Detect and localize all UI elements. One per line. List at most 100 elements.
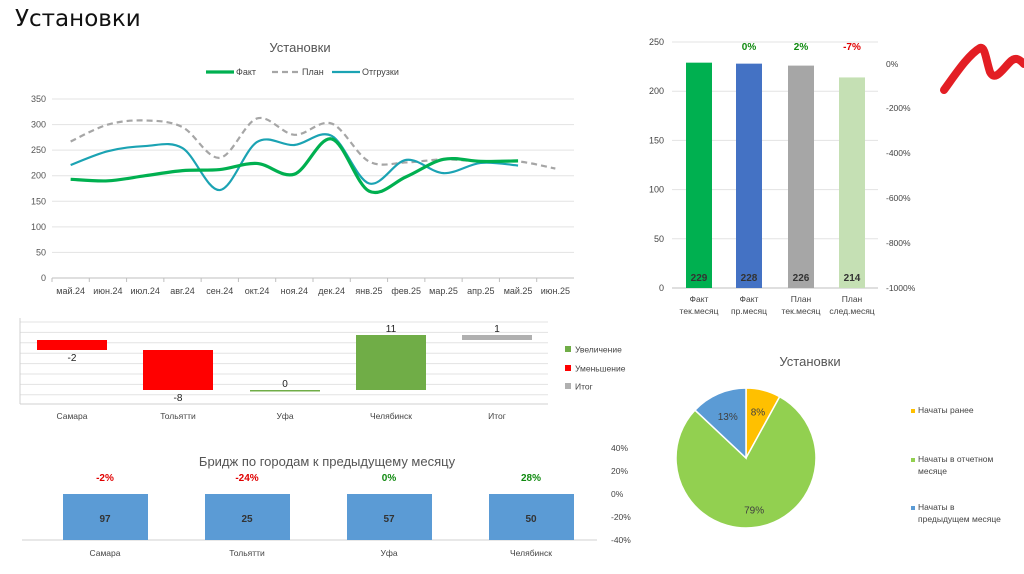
red-brush-m-logo bbox=[940, 43, 1024, 94]
x-tick-label: Тольятти bbox=[160, 411, 196, 421]
bar bbox=[736, 63, 762, 289]
x-tick-label: апр.25 bbox=[467, 286, 494, 296]
x-tick-label: июн.25 bbox=[541, 286, 570, 296]
waterfall-chart: -2 Самара -8 Тольятти 0 Уфа 11 Челябинск 1 Итог Ув… bbox=[19, 318, 626, 421]
x-tick-label: янв.25 bbox=[355, 286, 382, 296]
change-label: 0% bbox=[382, 473, 397, 484]
y2-tick-label: -40% bbox=[611, 535, 631, 545]
pie-slice bbox=[675, 395, 817, 529]
legend-label: Факт bbox=[236, 67, 256, 77]
pie-chart: Установки 8% 79% 13% Начаты ранее Начаты в от… bbox=[675, 354, 1001, 529]
change-label: 28% bbox=[521, 473, 541, 484]
monthly-bar-chart: 0 50 100 150 200 250 -1000% -800% -600% -400% -200… bbox=[649, 37, 916, 316]
slice-label: 8% bbox=[751, 408, 766, 419]
y2-tick-label: -1000% bbox=[886, 283, 916, 293]
x-tick-label: Факт bbox=[740, 294, 759, 304]
bar-value-label: -2 bbox=[68, 353, 77, 364]
y-tick-label: 100 bbox=[31, 222, 46, 232]
x-tick-label: июл.24 bbox=[131, 286, 160, 296]
waterfall-bar bbox=[462, 335, 532, 340]
bar bbox=[489, 494, 574, 540]
bar-value-label: 226 bbox=[793, 273, 810, 284]
slice-label: 13% bbox=[718, 412, 738, 423]
x-tick-label: тек.месяц bbox=[680, 306, 719, 316]
x-tick-label: окт.24 bbox=[245, 286, 270, 296]
bar-value-label: 25 bbox=[241, 514, 253, 525]
change-label: -7% bbox=[843, 42, 861, 53]
bar bbox=[839, 77, 865, 288]
bar-value-label: 214 bbox=[844, 273, 861, 284]
bar-value-label: 228 bbox=[741, 273, 758, 284]
bar-value-label: 1 bbox=[494, 324, 500, 335]
x-tick-label: дек.24 bbox=[318, 286, 345, 296]
x-tick-label: Факт bbox=[690, 294, 709, 304]
legend-swatch bbox=[911, 409, 915, 413]
x-tick-label: фев.25 bbox=[391, 286, 421, 296]
legend-label: предыдущем месяце bbox=[918, 514, 1001, 524]
x-tick-label: мар.25 bbox=[429, 286, 458, 296]
x-tick-label: сен.24 bbox=[206, 286, 233, 296]
y-tick-label: 150 bbox=[649, 135, 664, 145]
x-tick-label: июн.24 bbox=[93, 286, 122, 296]
bar bbox=[788, 65, 814, 288]
x-tick-label: Итог bbox=[488, 411, 506, 421]
y2-tick-label: -800% bbox=[886, 238, 911, 248]
x-tick-label: План bbox=[842, 294, 863, 304]
bar-value-label: 0 bbox=[282, 379, 288, 390]
waterfall-bar bbox=[250, 390, 320, 392]
chart-title: Установки bbox=[269, 40, 330, 55]
legend-label: месяце bbox=[918, 466, 947, 476]
bar-value-label: 50 bbox=[525, 514, 537, 525]
y2-tick-label: -600% bbox=[886, 193, 911, 203]
series-line-План bbox=[70, 116, 556, 170]
legend-swatch bbox=[565, 383, 571, 389]
x-tick-label: Самара bbox=[90, 548, 121, 558]
bar bbox=[686, 62, 712, 288]
y-tick-label: 200 bbox=[31, 171, 46, 181]
y-tick-label: 250 bbox=[649, 37, 664, 47]
y2-tick-label: -400% bbox=[886, 148, 911, 158]
y2-tick-label: -200% bbox=[886, 103, 911, 113]
y-tick-label: 50 bbox=[36, 247, 46, 257]
y2-tick-label: -20% bbox=[611, 512, 631, 522]
line-chart: Установки 0 50 100 150 200 250 300 350 май.24 июн.… bbox=[31, 40, 574, 296]
y2-tick-label: 20% bbox=[611, 466, 628, 476]
y2-tick-label: 0% bbox=[611, 489, 624, 499]
change-label: 2% bbox=[794, 42, 809, 53]
legend-label: Отгрузки bbox=[362, 67, 399, 77]
y-tick-label: 100 bbox=[649, 185, 664, 195]
x-tick-label: след.месяц bbox=[829, 306, 874, 316]
slice-label: 79% bbox=[744, 505, 764, 516]
series-line-Отгрузки bbox=[70, 133, 519, 192]
chart-title: Бридж по городам к предыдущему месяцу bbox=[199, 454, 456, 469]
bar-value-label: 97 bbox=[99, 514, 111, 525]
legend-label: Начаты в bbox=[918, 502, 955, 512]
y-tick-label: 150 bbox=[31, 196, 46, 206]
x-tick-label: Уфа bbox=[380, 548, 397, 558]
legend-swatch bbox=[565, 365, 571, 371]
y2-tick-label: 0% bbox=[886, 59, 899, 69]
waterfall-bar bbox=[143, 350, 213, 390]
y2-tick-label: 40% bbox=[611, 443, 628, 453]
legend-label: План bbox=[302, 67, 324, 77]
bar bbox=[63, 494, 148, 540]
y-tick-label: 250 bbox=[31, 145, 46, 155]
bar-value-label: 11 bbox=[386, 324, 397, 335]
x-tick-label: тек.месяц bbox=[782, 306, 821, 316]
bar bbox=[347, 494, 432, 540]
y-tick-label: 0 bbox=[41, 273, 46, 283]
series-line-Факт bbox=[70, 137, 519, 195]
waterfall-bar bbox=[356, 335, 426, 390]
x-tick-label: май.24 bbox=[56, 286, 85, 296]
change-label: -2% bbox=[96, 473, 114, 484]
chart-title: Установки bbox=[779, 354, 840, 369]
x-tick-label: авг.24 bbox=[170, 286, 194, 296]
legend-label: Увеличение bbox=[575, 345, 622, 355]
x-tick-label: Тольятти bbox=[229, 548, 265, 558]
y-tick-label: 200 bbox=[649, 86, 664, 96]
waterfall-bar bbox=[37, 340, 107, 350]
city-bridge-chart: Бридж по городам к предыдущему месяцу 40%… bbox=[22, 443, 631, 558]
bar-value-label: 229 bbox=[691, 273, 708, 284]
bar-value-label: 57 bbox=[383, 514, 395, 525]
